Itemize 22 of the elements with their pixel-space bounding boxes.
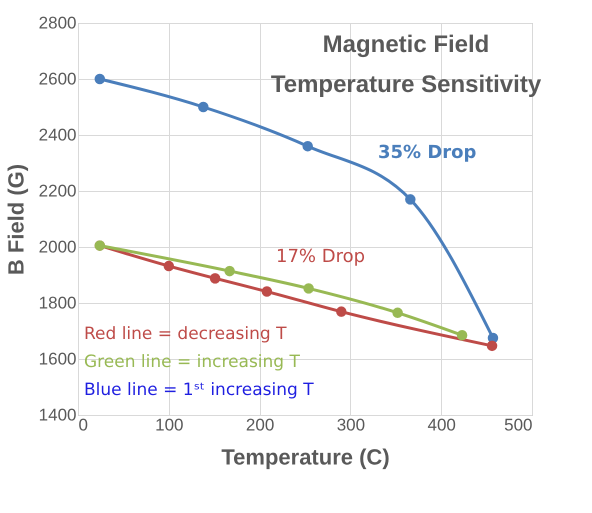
y-tick-label: 1600 [38,350,76,368]
y-tick-label: 2000 [38,238,76,256]
annotation: Red line = decreasing T [84,324,288,344]
x-tick-label: 0 [78,416,88,434]
y-tick-label: 1800 [38,294,76,312]
text: Magnetic Field Temperature Sensitivity [270,31,542,98]
x-axis-title: Temperature (C) [221,444,390,470]
y-tick-label: 2600 [38,70,76,88]
annotation: Green line = increasing T [84,352,300,372]
y-tick-label: 2800 [38,14,76,32]
annotation: 35% Drop [378,142,477,163]
y-tick-label: 2400 [38,126,76,144]
x-tick-label: 400 [428,416,456,434]
x-tick-label: 500 [504,416,532,434]
y-tick-label: 1400 [38,406,76,424]
x-tick-label: 300 [336,416,366,434]
annotation: 17% Drop [276,246,366,267]
annotation: Blue line = 1ˢᵗ increasing T [84,380,314,400]
y-axis-title: B Field (G) [4,164,29,276]
x-tick-label: 100 [155,416,184,434]
y-tick-label: 2200 [38,182,76,200]
x-tick-label: 200 [246,416,274,434]
